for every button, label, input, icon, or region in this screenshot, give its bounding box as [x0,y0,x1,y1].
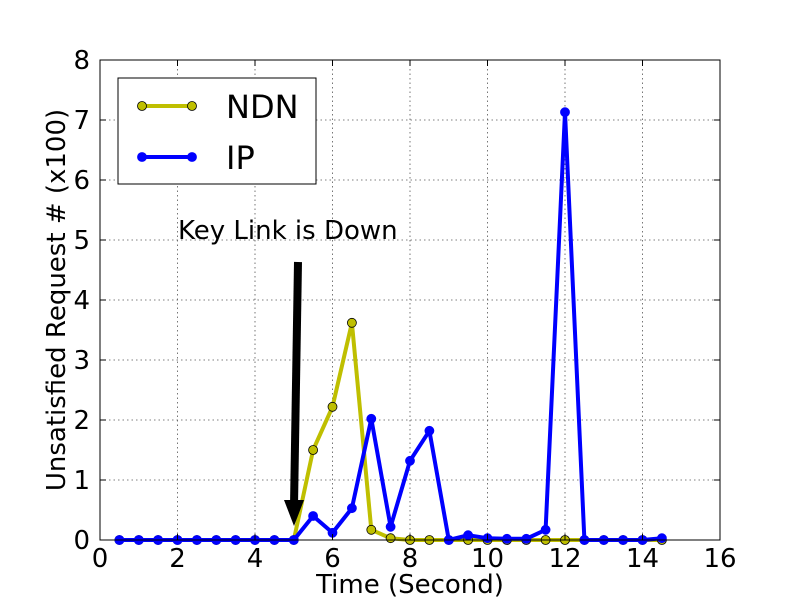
data-point-ndn [385,533,396,544]
data-point-ip [346,503,357,514]
y-tick-label: 6 [73,166,90,196]
data-point-ip [366,413,377,424]
legend-marker-ndn [137,101,147,111]
legend-marker-ip [187,152,197,162]
y-axis-label: Unsatisfied Request # (x100) [42,109,72,491]
data-point-ip [560,107,570,118]
data-point-ip [463,530,474,541]
data-point-ip [308,511,319,521]
data-point-ip [385,521,396,532]
annotation-arrow-shaft [290,261,302,507]
x-tick-label: 14 [626,544,659,574]
x-tick-label: 8 [402,544,419,574]
y-tick-label: 4 [73,286,90,316]
annotation-text: Key Link is Down [178,216,398,246]
y-tick-label: 1 [73,466,90,496]
x-tick-label: 2 [169,544,186,574]
data-point-ndn [308,445,319,455]
annotation-arrow-head [284,500,304,526]
data-point-ndn [327,401,338,412]
data-point-ip [657,533,667,544]
data-point-ip [424,425,435,436]
data-point-ndn [366,524,377,535]
y-tick-label: 8 [73,46,90,76]
x-tick-label: 4 [247,544,264,574]
legend-marker-ip [137,152,147,162]
x-tick-label: 16 [703,544,736,574]
legend-item-ip: IP [137,139,255,177]
data-point-ndn [346,317,357,328]
y-tick-label: 2 [73,406,90,436]
annotation: Key Link is Down [178,216,398,526]
data-point-ip [405,455,415,466]
legend: NDN IP [117,77,317,185]
x-tick-label: 6 [324,544,341,574]
legend-box [117,77,317,185]
y-tick-label: 3 [73,346,90,376]
data-point-ip [501,533,512,544]
y-tick-label: 0 [73,526,90,556]
x-tick-label: 0 [92,544,109,574]
x-tick-label: 12 [548,544,581,574]
legend-label-ip: IP [226,139,255,177]
x-tick-label: 10 [471,544,504,574]
legend-label-ndn: NDN [226,88,299,126]
y-tick-label: 7 [73,106,90,136]
y-tick-label: 5 [73,226,90,256]
legend-item-ndn: NDN [137,88,299,126]
data-point-ip [521,533,532,544]
legend-marker-ndn [187,101,197,111]
data-point-ip [540,524,551,535]
grid [100,60,720,540]
x-axis-label: Time (Second) [315,570,504,600]
